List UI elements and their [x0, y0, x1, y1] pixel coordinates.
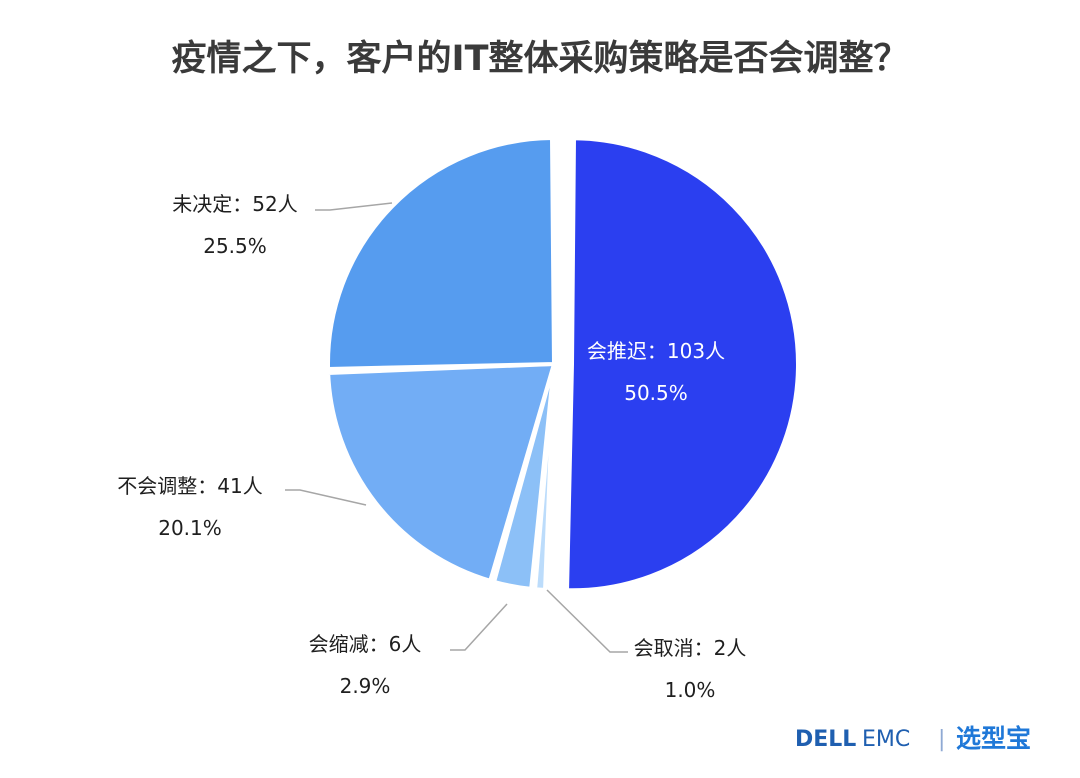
- brand-separator: |: [938, 727, 945, 752]
- slice-label-no-change: 不会调整：41人: [117, 474, 262, 498]
- pie-slices: [326, 136, 800, 593]
- brand-logo: DELL EMC | 选型宝: [795, 724, 1031, 753]
- xuanxingbao-logo-text: 选型宝: [956, 724, 1031, 753]
- leader-line-reduce: [450, 603, 508, 651]
- slice-labels: 会推迟：103人 50.5% 会取消：2人 1.0% 会缩减：6人 2.9% 不会调整：41…: [117, 192, 746, 702]
- slice-label-cancel: 会取消：2人: [634, 636, 747, 660]
- slice-percent-undecided: 25.5%: [203, 234, 267, 258]
- slice-label-postpone: 会推迟：103人: [587, 339, 725, 363]
- slice-label-undecided: 未决定：52人: [172, 192, 297, 216]
- leader-line-undecided: [315, 202, 393, 211]
- emc-logo-text: EMC: [862, 727, 910, 752]
- slice-percent-cancel: 1.0%: [665, 678, 716, 702]
- slice-percent-reduce: 2.9%: [340, 674, 391, 698]
- leader-lines: [285, 202, 628, 653]
- pie-slice-undecided: [326, 136, 556, 371]
- slice-percent-postpone: 50.5%: [624, 381, 688, 405]
- dell-logo-text: DELL: [795, 727, 856, 752]
- slice-label-reduce: 会缩减：6人: [309, 632, 422, 656]
- leader-line-no-change: [285, 489, 367, 506]
- pie-slice-no-change: [326, 362, 556, 583]
- chart-title: 疫情之下，客户的IT整体采购策略是否会调整？: [172, 38, 909, 79]
- pie-slice-postpone: [565, 136, 800, 593]
- leader-line-cancel: [546, 589, 628, 653]
- slice-percent-no-change: 20.1%: [158, 516, 222, 540]
